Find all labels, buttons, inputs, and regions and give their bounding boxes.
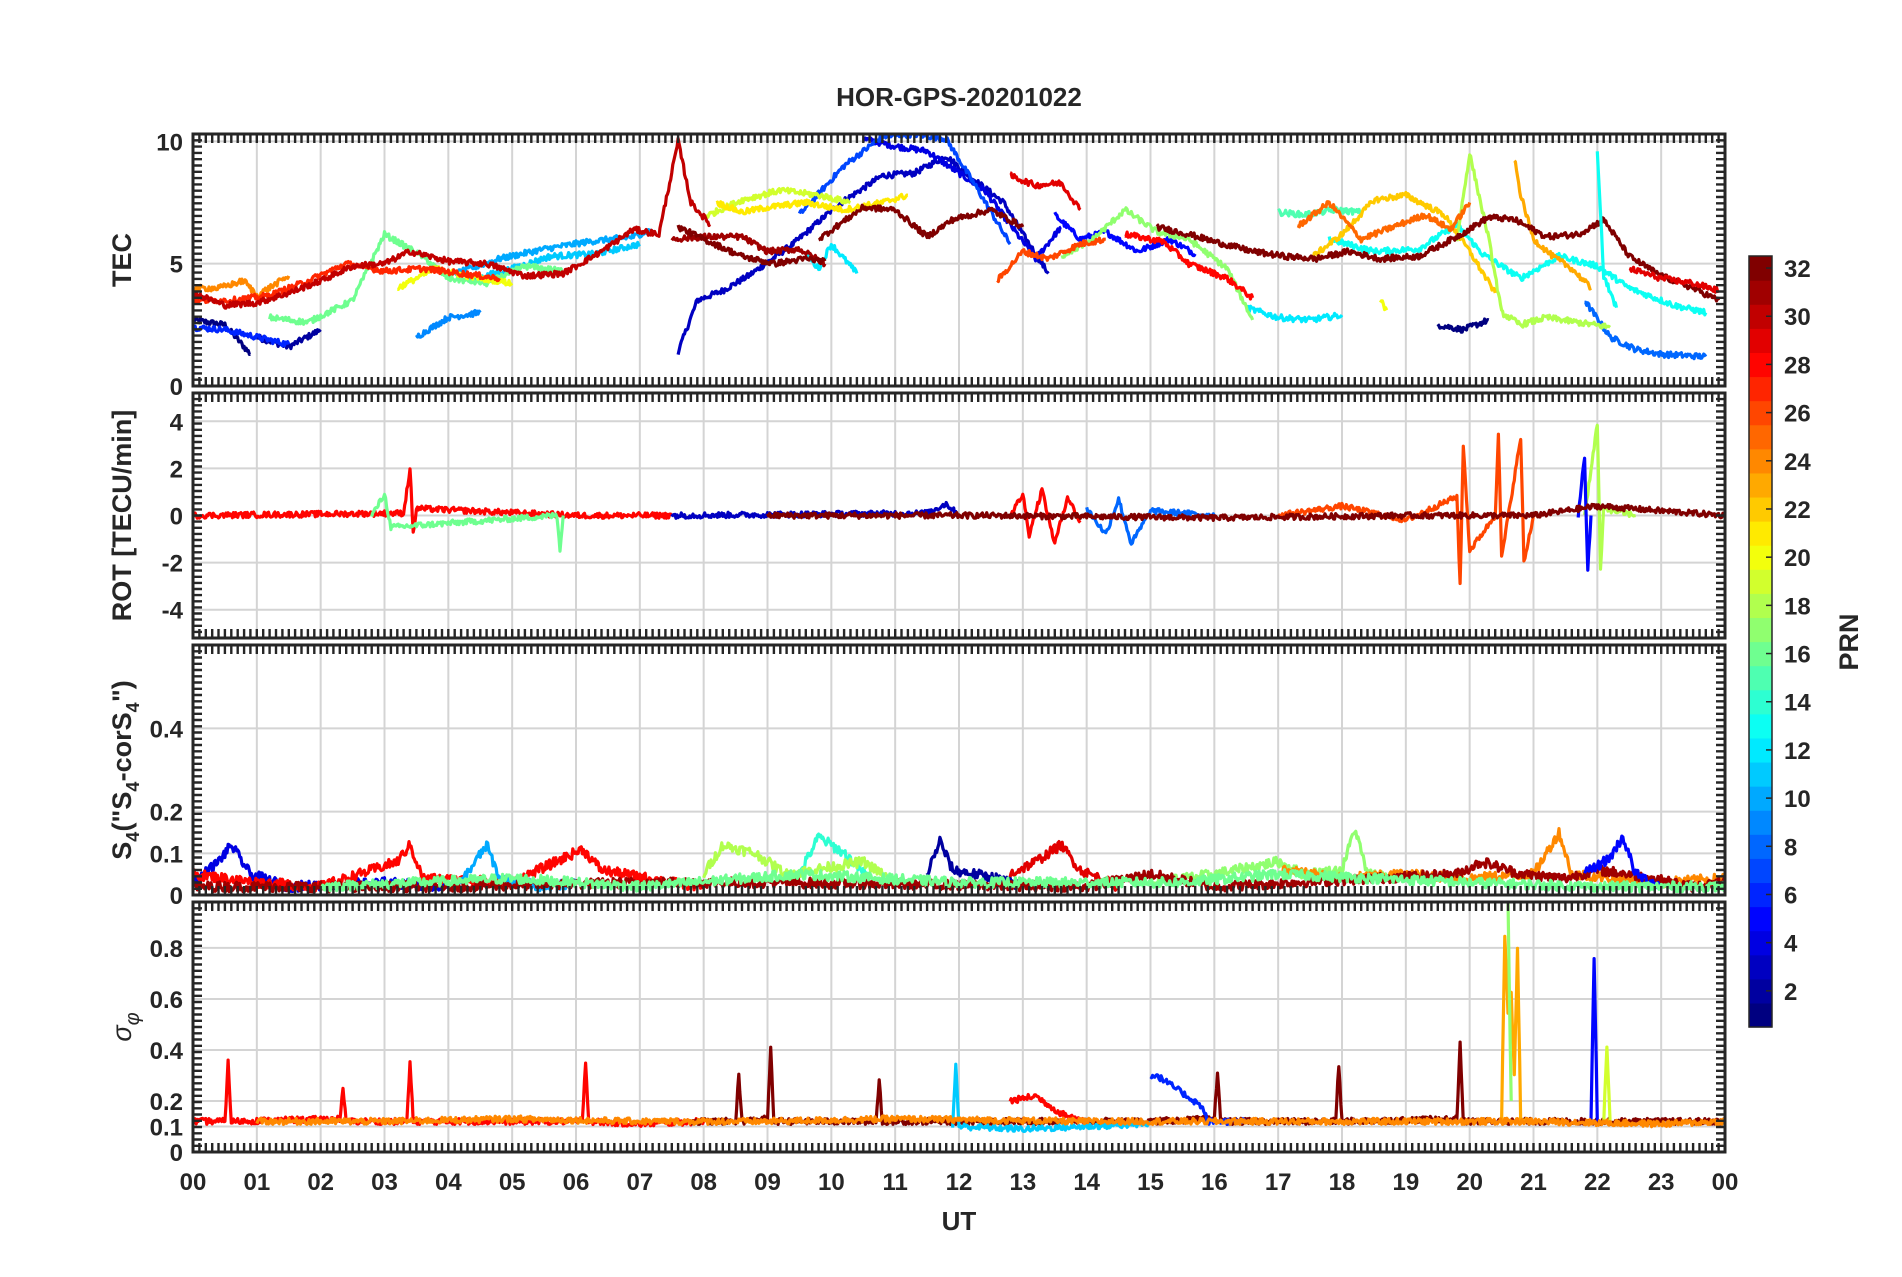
y-axis-label: TEC [107,233,137,287]
x-tick-label: 20 [1456,1169,1483,1196]
x-tick-label: 14 [1073,1169,1100,1196]
x-tick-label: 07 [626,1169,653,1196]
y-axis-label-part: S [107,842,137,860]
x-tick-label: 19 [1392,1169,1419,1196]
colorbar-tick-label: 22 [1784,497,1811,524]
y-tick-label: 10 [156,129,183,156]
colorbar-band [1749,810,1772,835]
y-tick-label: 0 [170,504,183,531]
panel-4: 00.10.2 0.4 0.6 0.8 σφ [107,899,1725,1167]
y-tick-label: -2 [162,551,183,578]
colorbar-band [1749,569,1772,594]
y-axis-label-part: ") [107,680,137,702]
x-tick-label: 06 [563,1169,590,1196]
colorbar-tick-label: 2 [1784,979,1797,1006]
colorbar-band [1749,425,1772,450]
colorbar-tick-label: 14 [1784,690,1811,717]
x-tick-label: 00 [1712,1169,1739,1196]
colorbar-band [1749,762,1772,787]
y-tick-label: 0.4 [150,1038,184,1065]
colorbar-tick-label: 30 [1784,304,1811,331]
y-axis-label-part: 4 [123,832,143,842]
colorbar-label: PRN [1834,613,1864,670]
y-axis-label: σφ [107,1012,144,1041]
y-axis-label: S4 ("S4 -corS4 ") [107,680,143,860]
x-tick-label: 00 [180,1169,207,1196]
y-axis-label-part: φ [122,1012,144,1025]
x-axis-label: UT [942,1206,977,1236]
x-tick-label: 08 [690,1169,717,1196]
y-axis-label-part: σ [107,1024,137,1042]
x-tick-label: 18 [1329,1169,1356,1196]
x-tick-label: 01 [243,1169,270,1196]
chart-title: HOR-GPS-20201022 [836,82,1082,112]
colorbar-tick-label: 10 [1784,786,1811,813]
y-tick-label: 0.1 [150,841,183,868]
y-tick-label: 0.1 [150,1114,183,1141]
panel-1: 0 5 10 TEC [107,129,1725,401]
y-tick-label: 0.8 [150,936,183,963]
colorbar-tick-label: 18 [1784,593,1811,620]
panel-2: -4 -2 0 2 4 ROT [TECU/min] [107,393,1725,638]
colorbar-tick-label: 20 [1784,545,1811,572]
x-tick-label: 11 [882,1169,907,1196]
y-axis-label-part: ("S [107,792,137,832]
colorbar-tick-label: 6 [1784,882,1797,909]
colorbar-band [1749,666,1772,691]
y-axis-label-part: 4 [123,702,143,712]
colorbar-band [1749,473,1772,498]
colorbar-band [1749,617,1772,642]
x-tick-label: 04 [435,1169,462,1196]
x-tick-label: 23 [1648,1169,1675,1196]
colorbar-band [1749,858,1772,883]
x-tick-label: 22 [1584,1169,1611,1196]
colorbar-tick-label: 4 [1784,931,1798,958]
x-tick-label: 13 [1009,1169,1036,1196]
colorbar-band [1749,376,1772,401]
y-tick-label: 0.2 [150,1089,183,1116]
x-tick-label: 02 [307,1169,334,1196]
colorbar-tick-label: 12 [1784,738,1811,765]
y-tick-label: 0 [170,883,183,910]
y-axis-label-part: 4 [123,782,143,792]
y-tick-label: 4 [170,409,184,436]
panel-3: 00.10.20.4S4 ("S4 -corS4 ") [107,645,1725,910]
colorbar-band [1749,955,1772,980]
colorbar-tick-label: 32 [1784,256,1811,283]
y-tick-label: 0.4 [150,716,184,743]
x-tick-label: 12 [946,1169,973,1196]
colorbar-band [1749,521,1772,546]
y-axis-label-part: -corS [107,712,137,781]
colorbar-tick-label: 24 [1784,449,1811,476]
colorbar-band [1749,714,1772,739]
x-tick-label: 21 [1520,1169,1547,1196]
y-tick-label: 2 [170,456,183,483]
colorbar-band [1749,907,1772,932]
x-tick-labels: 00 01 02 03 04 05 06 07 08 09 10 11 12 13 14 15 16 17 18 19… [180,1169,1739,1196]
x-tick-label: 03 [371,1169,398,1196]
x-tick-label: 17 [1265,1169,1292,1196]
y-tick-label: 0 [170,1140,183,1167]
colorbar-tick-label: 16 [1784,642,1811,669]
x-tick-label: 05 [499,1169,526,1196]
colorbar-band [1749,1003,1772,1028]
colorbar-tick-label: 28 [1784,352,1811,379]
y-tick-label: 0.2 [150,800,183,827]
y-tick-label: 5 [170,252,183,279]
y-tick-label: -4 [162,598,184,625]
x-tick-label: 15 [1137,1169,1164,1196]
x-tick-label: 10 [818,1169,845,1196]
y-axis-label: ROT [TECU/min] [107,410,137,621]
x-tick-label: 09 [754,1169,781,1196]
y-tick-label: 0.6 [150,987,183,1014]
y-tick-label: 0 [170,374,183,401]
colorbar-tick-label: 26 [1784,401,1811,428]
colorbar-band [1749,280,1772,305]
colorbar-tick-label: 8 [1784,834,1797,861]
x-tick-label: 16 [1201,1169,1228,1196]
colorbar-band [1749,328,1772,353]
